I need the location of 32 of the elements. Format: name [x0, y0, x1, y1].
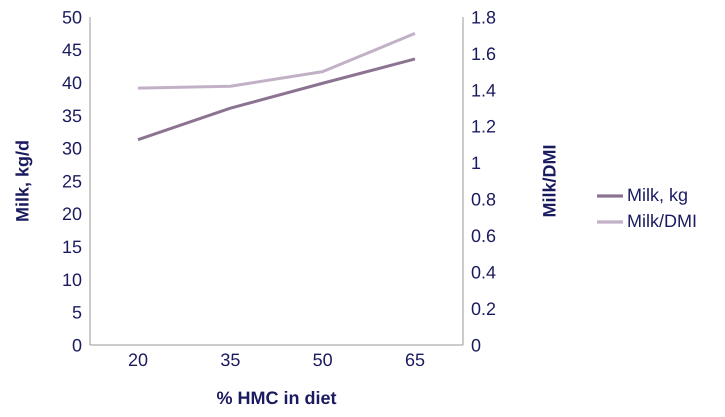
- legend-label: Milk/DMI: [627, 210, 697, 230]
- line-series: [136, 57, 416, 142]
- x-tick-label: 50: [312, 350, 333, 370]
- y-tick-label: 30: [62, 138, 82, 159]
- y2-tick-label: 0.4: [471, 262, 496, 282]
- y-tick-label: 25: [62, 171, 82, 192]
- y-tick-label: 15: [62, 236, 82, 257]
- y2-tick-label: 0.8: [471, 190, 496, 210]
- y-tick-label: 20: [62, 204, 82, 224]
- x-tick-label: 35: [220, 350, 240, 370]
- y2-axis-title: Milk/DMI: [539, 144, 560, 218]
- y2-tick-label: 0.6: [471, 226, 496, 246]
- y2-tick-label: 1: [471, 153, 482, 174]
- y2-tick-label: 1.4: [471, 80, 496, 100]
- y-tick-label: 5: [72, 302, 82, 323]
- legend-label: Milk, kg: [627, 184, 688, 204]
- x-tick-label: 20: [128, 350, 148, 370]
- y2-tick-label: 1.2: [471, 116, 496, 137]
- y-tick-label: 40: [62, 72, 82, 93]
- y-tick-label: 10: [62, 270, 82, 290]
- y-tick-label: 45: [62, 40, 82, 60]
- y2-tick-label: 1.8: [471, 7, 496, 28]
- y2-tick-label: 0: [471, 335, 482, 356]
- y-tick-label: 0: [72, 335, 82, 356]
- y-tick-label: 35: [62, 106, 82, 126]
- x-tick-label: 65: [404, 350, 426, 370]
- y-tick-label: 50: [62, 7, 82, 28]
- x-axis-title: % HMC in diet: [216, 388, 337, 408]
- y2-tick-label: 1.6: [471, 44, 496, 64]
- y-axis-title: Milk, kg/d: [12, 140, 32, 222]
- line-series: [136, 32, 416, 90]
- y2-tick-label: 0.2: [471, 298, 496, 319]
